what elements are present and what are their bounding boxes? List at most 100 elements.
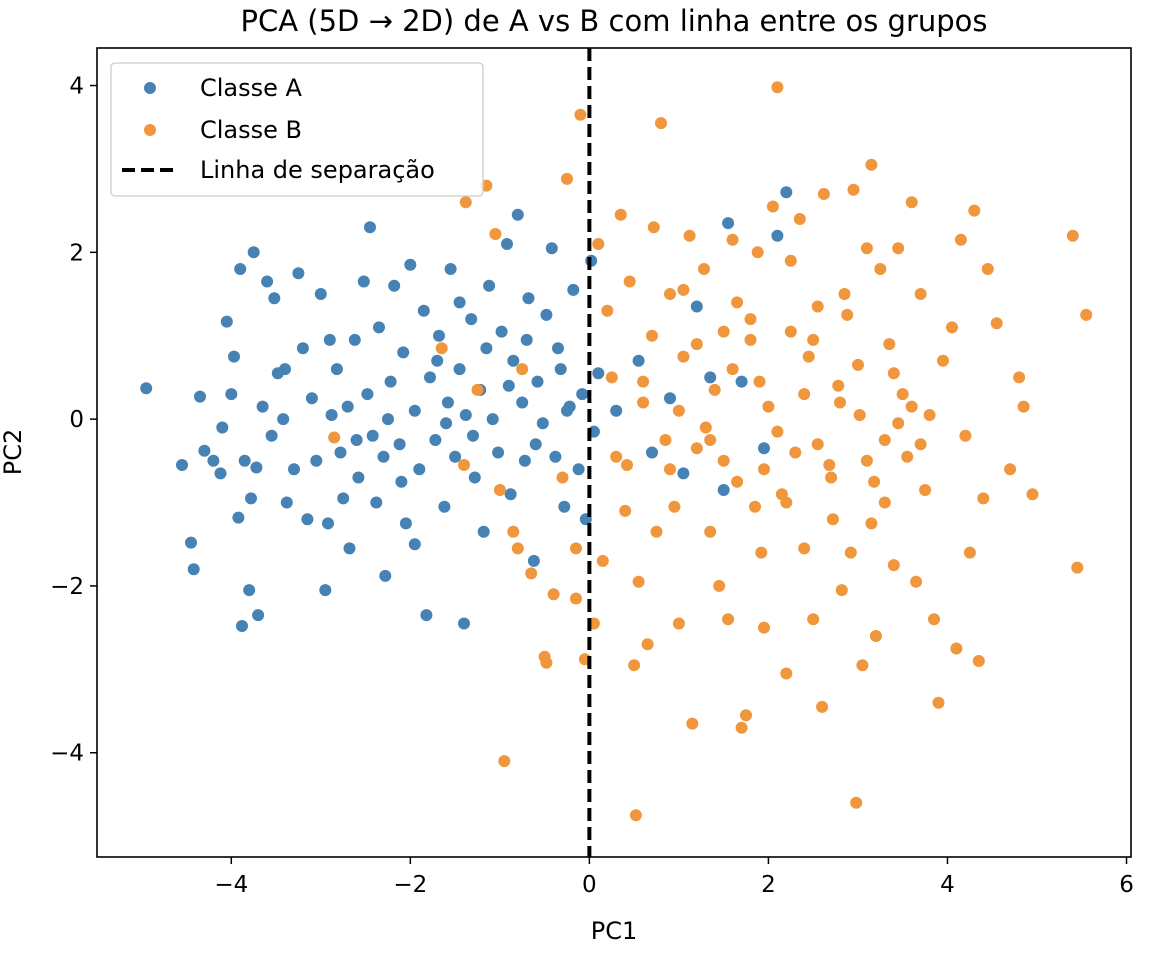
data-point-classe-a	[305, 392, 318, 405]
legend-marker-classe-b	[144, 124, 156, 136]
data-point-classe-a	[735, 375, 748, 388]
data-point-classe-b	[853, 409, 866, 421]
data-point-classe-a	[468, 471, 481, 484]
data-point-classe-a	[467, 429, 479, 442]
data-point-classe-a	[610, 404, 623, 417]
data-point-classe-a	[417, 304, 430, 317]
data-point-classe-a	[444, 263, 457, 275]
data-point-classe-a	[495, 325, 508, 338]
data-point-classe-b	[914, 288, 927, 300]
y-axis: −4 −2 0 2 4	[50, 74, 97, 767]
data-point-classe-b	[637, 396, 650, 409]
data-point-classe-a	[501, 238, 513, 250]
data-point-classe-b	[928, 613, 940, 626]
data-point-classe-b	[740, 709, 752, 722]
data-point-classe-b	[435, 342, 448, 355]
data-point-classe-a	[388, 279, 401, 292]
data-point-classe-b	[632, 575, 645, 588]
data-point-classe-b	[1004, 463, 1017, 476]
data-point-classe-a	[292, 267, 305, 280]
data-point-classe-b	[704, 525, 717, 538]
data-point-classe-a	[185, 536, 197, 549]
data-point-classe-a	[330, 363, 343, 376]
data-point-classe-a	[352, 471, 365, 484]
data-point-classe-b	[601, 304, 614, 317]
data-point-classe-a	[664, 392, 676, 405]
plot-frame	[96, 47, 1132, 858]
data-point-classe-b	[493, 484, 506, 496]
data-point-classe-a	[384, 375, 397, 388]
data-point-classe-b	[981, 263, 994, 275]
data-point-classe-a	[301, 513, 314, 526]
data-point-classe-b	[726, 233, 739, 246]
data-point-classe-a	[382, 413, 394, 426]
data-point-classe-b	[868, 475, 881, 488]
data-point-classe-a	[458, 617, 470, 630]
data-point-classe-b	[708, 383, 721, 396]
data-point-classe-a	[440, 417, 453, 430]
data-point-classe-b	[540, 656, 553, 669]
data-point-classe-b	[883, 338, 896, 351]
x-tick-label: 4	[940, 872, 955, 898]
legend-label-classe-a: Classe A	[200, 74, 303, 102]
data-point-classe-b	[471, 383, 484, 396]
data-point-classe-a	[404, 258, 417, 271]
data-point-classe-b	[619, 504, 632, 517]
data-point-classe-b	[459, 196, 472, 209]
data-point-classe-a	[393, 438, 406, 451]
data-point-classe-b	[574, 108, 587, 121]
data-point-classe-b	[817, 188, 830, 200]
data-point-classe-a	[236, 620, 248, 632]
data-point-classe-b	[869, 630, 882, 642]
data-point-classe-a	[549, 450, 562, 463]
data-point-classe-a	[554, 363, 567, 376]
data-point-classe-b	[751, 246, 764, 259]
data-point-classe-a	[277, 413, 290, 426]
data-point-classe-b	[865, 158, 878, 171]
data-point-classe-b	[823, 459, 836, 471]
data-point-classe-b	[835, 584, 848, 597]
data-point-classe-a	[511, 208, 524, 221]
data-point-classe-a	[441, 396, 454, 409]
data-point-classe-b	[717, 325, 730, 338]
data-point-classe-a	[377, 450, 390, 463]
data-point-classe-b	[637, 375, 650, 388]
data-point-classe-a	[187, 563, 200, 576]
data-point-classe-a	[140, 382, 153, 395]
data-point-classe-b	[758, 621, 770, 634]
y-tick-label: −2	[50, 574, 84, 600]
data-point-classe-b	[1080, 308, 1093, 321]
plot-area	[140, 48, 1093, 857]
data-point-classe-b	[722, 613, 735, 626]
data-point-classe-a	[486, 413, 499, 426]
chart-title: PCA (5D → 2D) de A vs B com linha entre …	[240, 4, 987, 38]
data-point-classe-b	[698, 263, 710, 275]
data-point-classe-b	[878, 496, 891, 509]
data-point-classe-b	[784, 254, 797, 267]
data-point-classe-a	[408, 404, 421, 417]
data-point-classe-b	[731, 296, 744, 309]
data-point-classe-b	[623, 275, 636, 288]
data-point-classe-b	[811, 438, 824, 451]
data-point-classe-b	[977, 492, 990, 505]
data-point-classe-b	[1013, 371, 1026, 384]
data-point-classe-b	[672, 404, 685, 417]
y-tick-label: 4	[69, 74, 84, 100]
data-point-classe-a	[576, 388, 589, 401]
data-point-classe-a	[438, 500, 451, 513]
data-point-classe-b	[713, 579, 726, 592]
data-point-classe-b	[825, 471, 838, 484]
data-point-classe-b	[699, 421, 712, 434]
data-point-classe-a	[366, 429, 379, 442]
data-point-classe-a	[480, 342, 493, 355]
data-point-classe-b	[547, 588, 560, 601]
data-point-classe-b	[726, 363, 739, 376]
data-point-classe-a	[232, 511, 245, 524]
data-point-classe-b	[561, 172, 573, 185]
data-point-classe-b	[832, 379, 845, 392]
data-point-classe-b	[850, 796, 863, 809]
data-point-classe-b	[690, 442, 703, 455]
data-point-classe-a	[433, 329, 445, 342]
data-point-classe-b	[686, 717, 699, 730]
data-point-classe-a	[397, 346, 410, 359]
